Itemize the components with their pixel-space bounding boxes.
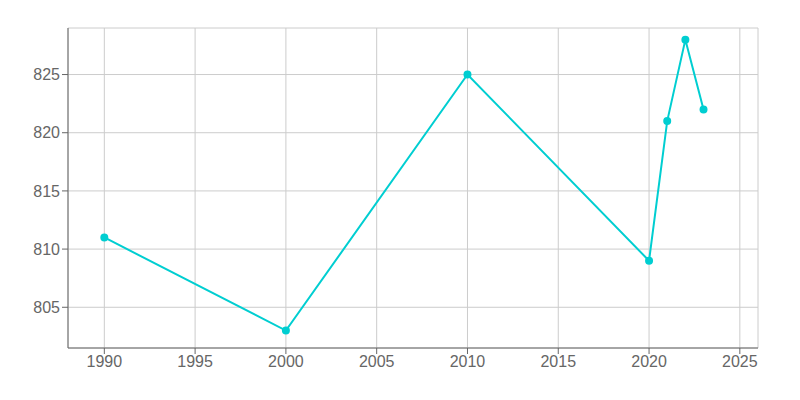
svg-text:2005: 2005 <box>359 353 395 370</box>
svg-text:1990: 1990 <box>87 353 123 370</box>
svg-text:820: 820 <box>33 124 60 141</box>
svg-text:805: 805 <box>33 299 60 316</box>
svg-text:2015: 2015 <box>540 353 576 370</box>
svg-text:2020: 2020 <box>631 353 667 370</box>
svg-text:810: 810 <box>33 241 60 258</box>
svg-text:2000: 2000 <box>268 353 304 370</box>
svg-text:825: 825 <box>33 66 60 83</box>
svg-text:1995: 1995 <box>177 353 213 370</box>
svg-text:2010: 2010 <box>450 353 486 370</box>
svg-text:815: 815 <box>33 183 60 200</box>
svg-text:2025: 2025 <box>722 353 758 370</box>
